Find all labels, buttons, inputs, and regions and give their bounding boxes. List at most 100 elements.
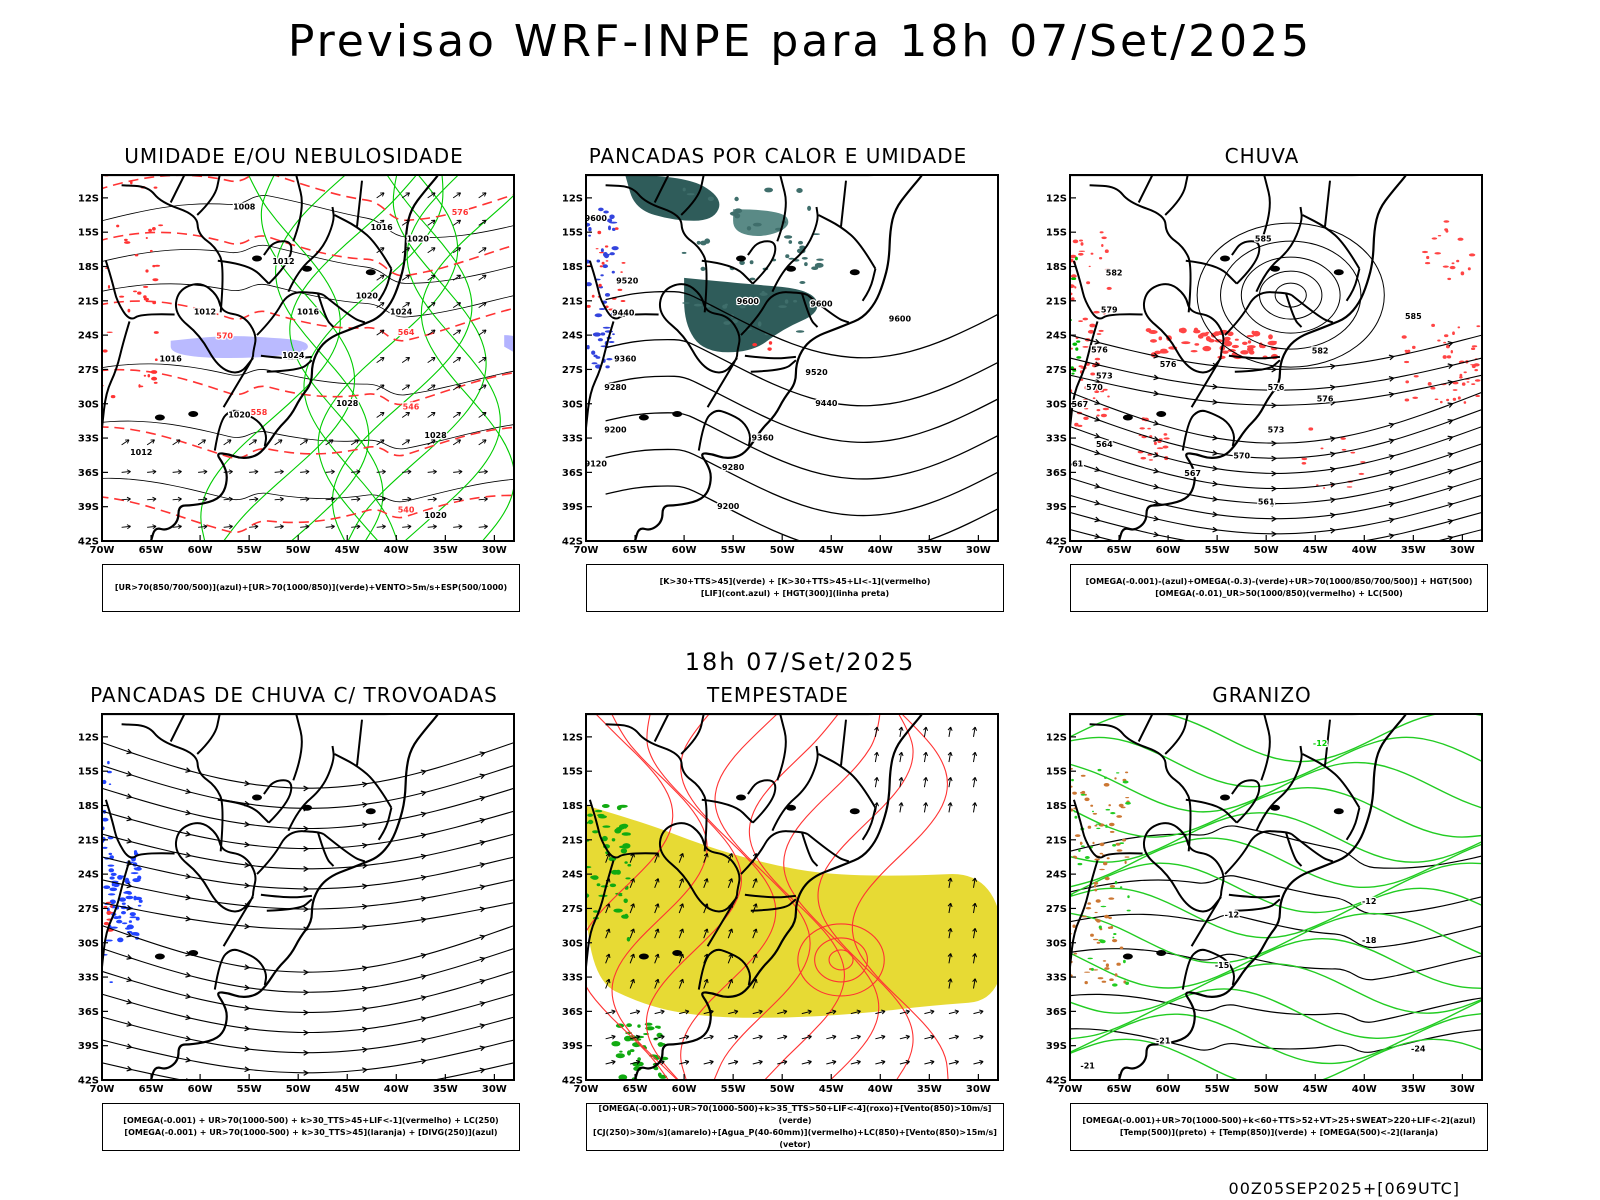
wind-vector [630, 1059, 641, 1065]
omega-500-area [1081, 790, 1086, 795]
omega-500-area [1124, 856, 1130, 858]
rain-area [1094, 388, 1101, 391]
wind-vector [948, 1009, 959, 1015]
contour-label: 9440 [612, 309, 635, 318]
lat-tick-label: 30S [78, 399, 99, 410]
convective-index-area [729, 211, 739, 216]
map-frame [1069, 174, 1483, 542]
rain-area [1094, 390, 1100, 393]
streamline-arrow [420, 769, 427, 776]
border-line [292, 175, 303, 242]
wind-vector [172, 469, 182, 475]
panel-umidade: UMIDADE E/OU NEBULOSIDADE 1008 1016 1020 10… [64, 144, 524, 624]
streamline-250 [102, 970, 514, 1013]
lat-tick-label: 39S [562, 1041, 583, 1052]
rain-area [1224, 338, 1230, 344]
streamline-arrow [1153, 467, 1160, 474]
divergence-area [108, 868, 115, 873]
convective-index-area [684, 277, 818, 353]
wind-850-area [594, 809, 603, 813]
instability-area [752, 343, 758, 347]
border-line [1234, 898, 1281, 912]
omega-500-area [1094, 824, 1098, 827]
streamline-arrow [1330, 544, 1335, 549]
wind-vector [452, 329, 462, 336]
lifted-index-area [598, 218, 606, 221]
wind-vector [223, 496, 233, 502]
wind-vector [452, 219, 462, 226]
lon-tick-label: 50W [1254, 1084, 1279, 1095]
contour-label: 540 [398, 505, 415, 514]
streamline-arrow [1094, 432, 1101, 439]
thickness-small-contour [143, 285, 149, 288]
streamline-arrow [303, 785, 310, 792]
lat-tick-label: 15S [78, 228, 99, 239]
lifted-index-area [608, 341, 615, 343]
rain-area [1350, 451, 1356, 454]
lifted-index-area [600, 248, 604, 253]
streamline-arrow [244, 1025, 251, 1032]
height-500-contour [1240, 256, 1341, 334]
wind-850-area [615, 1053, 625, 1059]
convective-index-area [759, 292, 768, 296]
wind-vector [147, 496, 157, 502]
rain-area [1080, 242, 1084, 246]
streamline-arrow [1388, 391, 1395, 398]
border-line [1231, 240, 1261, 285]
streamline-arrow [479, 934, 486, 941]
streamline-arrow [420, 874, 427, 881]
rain-area [1301, 462, 1307, 465]
streamline-arrow [1094, 516, 1101, 523]
border-line [196, 175, 221, 216]
omega-500-area [1087, 902, 1092, 905]
height-500-contour [1070, 426, 1482, 474]
wind-vector [654, 953, 660, 964]
thickness-small-contour [143, 297, 149, 301]
wind-850-area [619, 845, 628, 849]
rain-area [1242, 341, 1248, 345]
lat-tick-label: 24S [78, 331, 99, 342]
lon-tick-label: 60W [1156, 545, 1181, 556]
height-500-contour [1070, 494, 1482, 535]
wind-vector [947, 877, 953, 888]
contour-label: 582 [1312, 346, 1329, 355]
border-line [840, 180, 847, 227]
streamline-arrow [185, 852, 192, 858]
wind-vector [376, 329, 385, 336]
valid-time-title: 18h 07/Set/2025 [684, 648, 916, 676]
streamline-arrow [1094, 378, 1101, 384]
rain-area [1098, 329, 1104, 332]
wind-vector [427, 496, 437, 502]
border-line [1255, 206, 1303, 293]
lon-tick-label: 70W [90, 1084, 115, 1095]
contour-label: 561 [1067, 460, 1084, 469]
temp-850-contour [1074, 815, 1078, 819]
rain-area [1412, 396, 1419, 399]
divergence-area [110, 872, 117, 876]
streamline-arrow [1329, 481, 1337, 488]
lon-tick-label: 50W [1254, 545, 1279, 556]
streamline-arrow [1447, 363, 1454, 369]
lon-tick-label: 45W [1303, 545, 1328, 556]
streamline-arrow [1329, 384, 1337, 391]
convective-index-area [807, 205, 812, 211]
wind-850-area [657, 1025, 661, 1029]
wind-vector [376, 274, 385, 281]
rain-area [1140, 456, 1147, 460]
wind-850-area [609, 883, 617, 888]
contour-label: 567 [1184, 469, 1201, 478]
streamline-arrow [479, 1067, 486, 1074]
wind-vector [401, 411, 411, 418]
temp-850-contour [1087, 957, 1093, 960]
wind-vector [752, 878, 758, 889]
wind-850-area [586, 866, 592, 869]
rain-area [1139, 427, 1145, 430]
height-500-contour [1070, 391, 1482, 444]
lake [251, 794, 262, 801]
contour-label: 1012 [130, 448, 152, 457]
wind-vector [801, 1009, 812, 1015]
wind-vector [654, 1034, 665, 1040]
wind-vector [678, 928, 684, 939]
streamline-arrow [479, 817, 486, 824]
border-line [750, 898, 797, 912]
